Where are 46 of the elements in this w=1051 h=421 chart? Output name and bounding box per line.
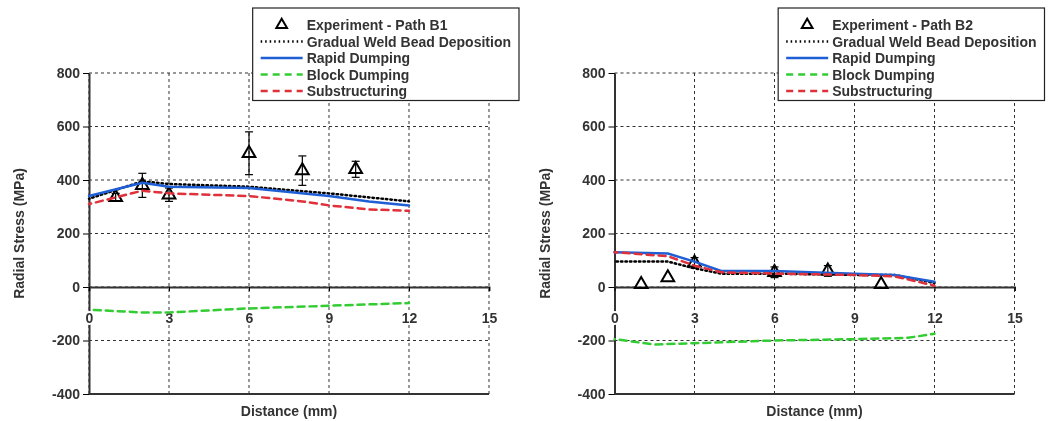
y-axis-title: Radial Stress (MPa) — [11, 168, 27, 299]
y-tick-label: 200 — [582, 225, 606, 242]
y-axis-title: Radial Stress (MPa) — [536, 168, 553, 299]
legend-label: Gradual Weld Bead Deposition — [832, 33, 1037, 50]
x-tick-label: 12 — [927, 310, 943, 327]
x-tick-label: 9 — [325, 310, 334, 327]
y-tick-label: 600 — [582, 118, 606, 135]
x-tick-label: 9 — [851, 310, 860, 327]
y-tick-label: 400 — [56, 171, 81, 188]
legend-label: Block Dumping — [306, 66, 410, 83]
point — [348, 160, 364, 174]
y-tick-label: 400 — [582, 171, 606, 188]
x-tick-label: 3 — [691, 310, 700, 327]
point — [134, 177, 150, 191]
legend-label: Experiment - Path B1 — [306, 17, 448, 33]
y-tick-label: 0 — [597, 278, 606, 295]
x-tick-label: 6 — [245, 310, 254, 327]
y-tick-label: -400 — [577, 385, 606, 402]
y-tick-label: -200 — [51, 332, 81, 349]
legend-label: Substructuring — [832, 83, 933, 99]
point — [873, 275, 889, 289]
x-axis-title: Distance (mm) — [766, 403, 863, 419]
y-tick-label: -400 — [51, 385, 81, 402]
point — [660, 269, 676, 283]
x-tick-label: 6 — [771, 310, 780, 327]
y-tick-label: 800 — [56, 64, 81, 81]
y-tick-label: 600 — [56, 118, 81, 135]
y-tick-label: 800 — [582, 64, 606, 81]
x-axis-title: Distance (mm) — [240, 403, 338, 419]
y-tick-label: 200 — [56, 225, 81, 242]
line-series — [613, 332, 936, 346]
legend-label: Experiment - Path B2 — [832, 17, 974, 33]
legend-label: Substructuring — [306, 83, 408, 99]
point — [294, 162, 310, 176]
x-tick-label: 15 — [1007, 310, 1023, 327]
legend-label: Rapid Dumping — [832, 50, 936, 66]
legend-label: Rapid Dumping — [306, 50, 411, 66]
y-tick-label: -200 — [577, 332, 606, 349]
legend-label: Gradual Weld Bead Deposition — [306, 33, 511, 50]
legend-label: Block Dumping — [832, 66, 935, 83]
point — [633, 275, 649, 289]
x-tick-label: 3 — [165, 310, 174, 327]
y-tick-label: 0 — [72, 278, 81, 295]
x-tick-label: 15 — [481, 310, 498, 327]
point — [241, 144, 257, 158]
x-tick-label: 12 — [401, 310, 418, 327]
